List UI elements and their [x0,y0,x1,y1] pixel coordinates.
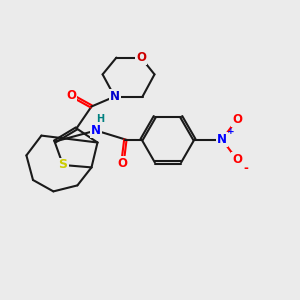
Text: O: O [66,89,76,102]
Text: -: - [243,161,248,175]
Text: S: S [58,158,68,172]
Text: O: O [136,51,146,64]
Text: N: N [110,90,120,103]
Text: H: H [96,114,105,124]
Text: N: N [91,124,101,137]
Text: O: O [232,153,242,166]
Text: N: N [217,133,227,146]
Text: O: O [117,157,128,170]
Text: +: + [226,127,234,136]
Text: O: O [232,113,242,126]
